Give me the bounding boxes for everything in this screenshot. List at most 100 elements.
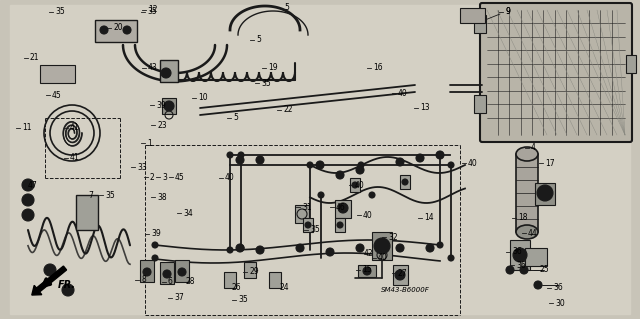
Circle shape (363, 267, 371, 275)
Text: 7: 7 (88, 190, 93, 199)
Text: 13: 13 (420, 103, 429, 113)
Ellipse shape (516, 225, 538, 239)
Circle shape (256, 156, 264, 164)
Bar (372, 232, 392, 260)
Text: 6: 6 (168, 278, 173, 286)
Text: 35: 35 (55, 8, 65, 17)
Circle shape (520, 266, 528, 274)
Text: 36: 36 (553, 284, 563, 293)
Circle shape (416, 154, 424, 162)
Text: 35: 35 (105, 190, 115, 199)
Text: 25: 25 (540, 265, 550, 275)
Text: 45: 45 (52, 91, 61, 100)
Circle shape (337, 222, 343, 228)
Circle shape (506, 266, 514, 274)
Text: 31: 31 (302, 203, 312, 211)
Text: 10: 10 (198, 93, 207, 102)
Bar (460, 8, 485, 23)
Text: 20: 20 (113, 24, 123, 33)
Text: SM43-B6000F: SM43-B6000F (381, 287, 429, 293)
Circle shape (62, 284, 74, 296)
Circle shape (178, 268, 186, 276)
Bar (393, 265, 408, 285)
Bar (516, 154, 538, 233)
Circle shape (358, 162, 364, 168)
Bar (140, 260, 154, 282)
Circle shape (369, 192, 375, 198)
Circle shape (395, 270, 405, 280)
Text: 41: 41 (70, 153, 79, 162)
Text: 33: 33 (137, 162, 147, 172)
Circle shape (396, 158, 404, 166)
Circle shape (296, 244, 304, 252)
Text: 40: 40 (398, 88, 408, 98)
Circle shape (356, 166, 364, 174)
Text: 35: 35 (261, 78, 271, 87)
Text: 32: 32 (388, 233, 397, 241)
Bar (95, 20, 137, 42)
Circle shape (448, 255, 454, 261)
Text: 40: 40 (363, 211, 372, 219)
Bar (160, 60, 178, 82)
Bar (510, 240, 530, 270)
Text: 4: 4 (531, 144, 536, 152)
FancyArrow shape (32, 266, 67, 295)
Ellipse shape (516, 147, 538, 161)
Text: 28: 28 (185, 278, 195, 286)
Circle shape (143, 268, 151, 276)
Circle shape (164, 101, 174, 111)
Text: 40: 40 (225, 174, 235, 182)
Text: 36: 36 (516, 261, 525, 270)
Text: FR.: FR. (58, 280, 76, 290)
Circle shape (238, 152, 244, 158)
Text: 15: 15 (362, 265, 372, 275)
Circle shape (513, 248, 527, 262)
Circle shape (236, 244, 244, 252)
Text: 12: 12 (148, 5, 157, 14)
Bar (175, 260, 189, 282)
Text: 3: 3 (162, 173, 167, 182)
Text: 1: 1 (147, 138, 152, 147)
Circle shape (305, 222, 311, 228)
Text: 11: 11 (22, 123, 31, 132)
Circle shape (152, 242, 158, 248)
Text: 29: 29 (249, 268, 259, 277)
Text: 19: 19 (268, 63, 278, 72)
Text: 36: 36 (512, 248, 522, 256)
Text: 35: 35 (238, 295, 248, 305)
Text: 24: 24 (279, 284, 289, 293)
Circle shape (318, 192, 324, 198)
Bar (335, 200, 351, 218)
Text: 9: 9 (505, 8, 510, 17)
Circle shape (238, 245, 244, 251)
Bar (303, 218, 313, 232)
Bar (400, 175, 410, 189)
Bar (535, 183, 555, 205)
Circle shape (316, 161, 324, 169)
Circle shape (534, 281, 542, 289)
Bar (76, 195, 98, 230)
Circle shape (22, 179, 34, 191)
Bar (350, 178, 360, 192)
Text: 26: 26 (232, 284, 242, 293)
Circle shape (22, 209, 34, 221)
Circle shape (236, 156, 244, 164)
Circle shape (227, 247, 233, 253)
Text: 42: 42 (364, 249, 374, 257)
Circle shape (437, 152, 443, 158)
Text: 14: 14 (424, 213, 434, 222)
Circle shape (256, 246, 264, 254)
Circle shape (163, 270, 171, 278)
Text: 40: 40 (468, 159, 477, 167)
Text: 43: 43 (148, 63, 157, 72)
Text: 5: 5 (256, 35, 261, 44)
Circle shape (402, 179, 408, 185)
Circle shape (326, 248, 334, 256)
Text: 47: 47 (28, 181, 38, 189)
Circle shape (227, 152, 233, 158)
Text: 27: 27 (398, 269, 408, 278)
Text: 35: 35 (310, 226, 320, 234)
Bar (224, 272, 236, 288)
Bar (474, 15, 486, 33)
Circle shape (307, 162, 313, 168)
